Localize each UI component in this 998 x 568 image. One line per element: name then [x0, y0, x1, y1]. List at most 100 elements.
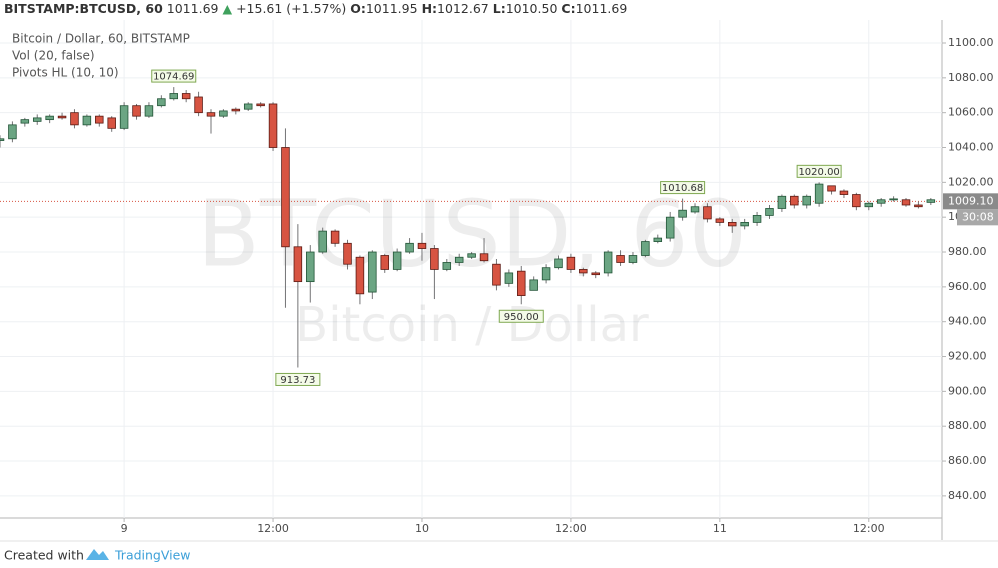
candle-body	[864, 202, 874, 208]
x-tick-label: 11	[713, 522, 727, 535]
candle-body	[504, 272, 514, 284]
candle-body	[914, 204, 923, 208]
y-tick-label: 1020.00	[948, 175, 994, 188]
candle-body	[926, 199, 936, 203]
pivot-label: 950.00	[504, 312, 539, 323]
x-tick-label: 9	[121, 522, 128, 535]
candle-body	[492, 263, 501, 286]
candle-body	[330, 230, 340, 244]
candle-body	[479, 253, 489, 262]
pivot-box	[275, 372, 321, 386]
candle-body	[45, 115, 54, 121]
x-tick-label: 12:00	[555, 522, 587, 535]
x-tick-label: 12:00	[257, 522, 289, 535]
candle-body	[517, 270, 526, 296]
ohlc: O:1011.95 H:1012.67 L:1010.50 C:1011.69	[350, 1, 631, 16]
ohlc-key: L:	[492, 1, 506, 16]
candle-body	[603, 251, 613, 274]
candle-body	[306, 251, 315, 283]
candle-body	[368, 251, 377, 293]
candle-body	[802, 195, 811, 206]
candle-body	[256, 103, 265, 107]
legend-entry: Bitcoin / Dollar, 60, BITSTAMP	[12, 32, 190, 46]
candle-body	[529, 279, 538, 291]
candle-body	[566, 256, 576, 270]
pivot-label: 1010.68	[662, 183, 703, 194]
candle-body	[194, 96, 203, 114]
candle-body	[380, 255, 389, 270]
candle-body	[206, 112, 216, 117]
y-tick-label: 980.00	[948, 245, 987, 258]
countdown: 30:08	[962, 210, 994, 223]
watermark: BTCUSD, 60	[197, 180, 747, 287]
ohlc-value: 1012.67	[437, 1, 489, 16]
candle-body	[876, 199, 886, 204]
candle-body	[268, 103, 278, 148]
y-tick-label: 920.00	[948, 350, 987, 363]
pivot-box	[151, 69, 197, 83]
candle-body	[678, 209, 687, 218]
y-tick-label: 940.00	[948, 315, 987, 328]
y-tick-label: 1040.00	[948, 141, 994, 154]
ohlc-key: O:	[350, 1, 366, 16]
candle-body	[430, 248, 439, 270]
candle-body	[169, 93, 179, 100]
candle-body	[318, 230, 327, 253]
y-tick-label: 1100.00	[948, 36, 994, 49]
candle-body	[740, 222, 749, 227]
candle-body	[57, 115, 67, 119]
change: +15.61 (+1.57%)	[236, 1, 347, 16]
candle-body	[132, 105, 141, 117]
candle-body	[653, 237, 663, 242]
candle-body	[901, 199, 911, 206]
footer-created: Created with	[4, 548, 84, 563]
pivot-box	[796, 164, 842, 178]
candle-body	[889, 198, 898, 201]
pivot-box	[498, 309, 544, 323]
candle-body	[541, 267, 551, 281]
ohlc-value: 1010.50	[505, 1, 558, 16]
candle-body	[715, 218, 725, 223]
pivot-label: 1020.00	[798, 167, 839, 178]
candle-body	[219, 110, 228, 117]
countdown-box	[957, 209, 998, 226]
candle-body	[95, 115, 104, 124]
candle-body	[82, 115, 92, 126]
candle-body	[70, 112, 79, 126]
candle-body	[119, 105, 129, 129]
y-tick-label: 860.00	[948, 454, 987, 467]
candle-body	[181, 93, 191, 100]
candle-body	[703, 206, 712, 220]
candle-body	[157, 98, 166, 107]
candle-body	[454, 256, 464, 263]
y-tick-label: 960.00	[948, 280, 987, 293]
candle-body	[355, 256, 365, 295]
candle-body	[839, 190, 849, 195]
candle-body	[442, 262, 452, 270]
candle-body	[144, 105, 154, 117]
pivot-label: 1074.69	[153, 72, 194, 83]
candle-body	[814, 183, 824, 204]
y-tick-label: 840.00	[948, 489, 987, 502]
candle-body	[690, 206, 700, 213]
candle-body	[0, 138, 5, 141]
symbol: BITSTAMP:BTCUSD, 60	[4, 1, 163, 16]
ohlc-value: 1011.69	[575, 1, 628, 16]
footer-brand: TradingView	[114, 548, 191, 563]
candle-body	[641, 241, 650, 256]
candle-body	[293, 246, 303, 283]
pivot-box	[660, 181, 706, 195]
candle-body	[616, 255, 625, 263]
price-box-label: 1009.10	[948, 194, 994, 207]
tv-logo	[86, 549, 109, 560]
pivot-label: 913.73	[280, 375, 315, 386]
last-price: 1011.69	[166, 1, 219, 16]
candle-body	[107, 117, 116, 129]
candle-body	[231, 108, 241, 112]
candle-body	[728, 222, 737, 227]
candle-body	[591, 272, 600, 276]
candle-body	[554, 258, 563, 269]
candle-body	[852, 194, 861, 208]
